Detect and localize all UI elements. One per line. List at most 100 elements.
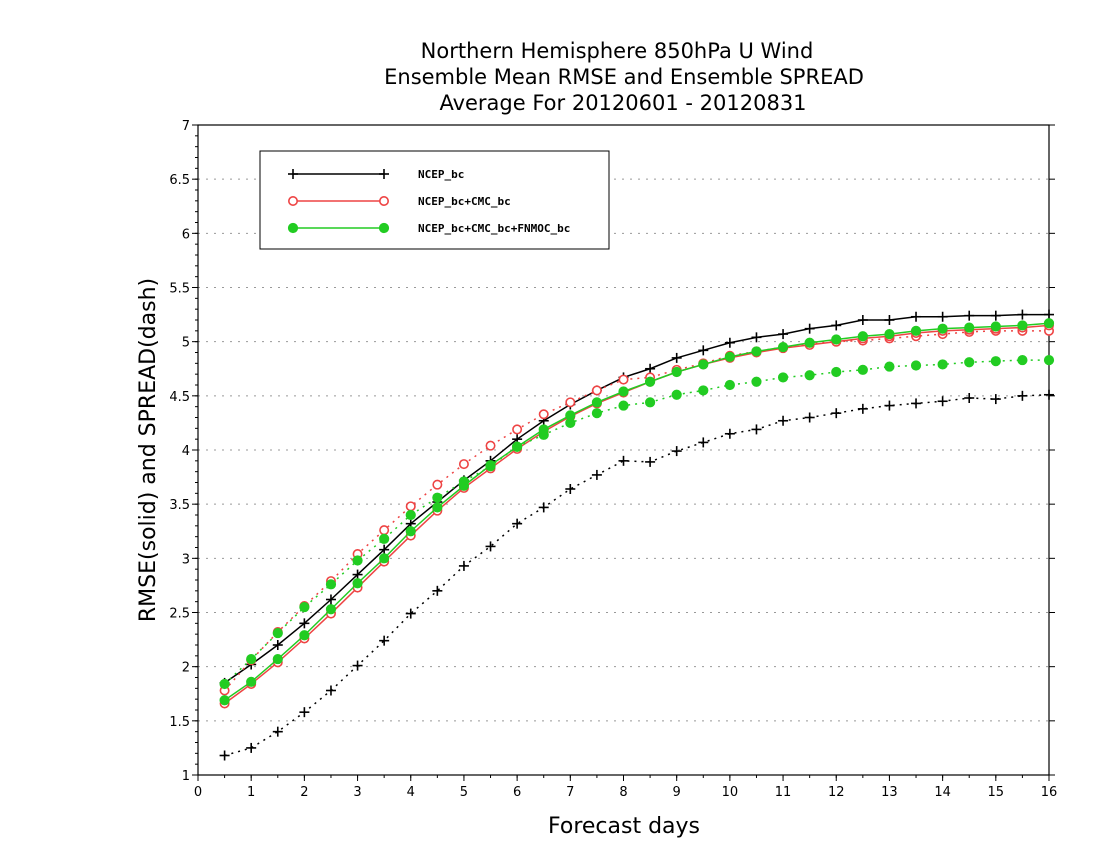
- x-tick-label: 6: [513, 785, 521, 800]
- ncep-bc-spread-point: [538, 502, 549, 513]
- ncep-bc-rmse-point: [379, 544, 390, 555]
- x-tick-label: 0: [194, 785, 202, 800]
- ncep-bc-spread-point: [246, 742, 257, 753]
- ncep-bc-cmc-bc-fnmoc-bc-rmse-point: [405, 526, 416, 537]
- ncep-bc-rmse-point: [990, 310, 1001, 321]
- ncep-bc-spread-point: [618, 455, 629, 466]
- x-tick-label: 14: [934, 785, 951, 800]
- ncep-bc-spread-point: [565, 484, 576, 494]
- ncep-bc-cmc-bc-fnmoc-bc-rmse-point: [272, 653, 283, 665]
- ncep-bc-spread-point: [937, 396, 948, 407]
- y-tick-label: 2: [182, 661, 190, 676]
- ncep-bc-cmc-bc-spread-point: [485, 440, 496, 451]
- x-tick-label: 5: [460, 785, 468, 800]
- legend-marker: [379, 169, 389, 179]
- ncep-bc-rmse-line: [224, 313, 1049, 684]
- y-tick-label: 3: [182, 552, 190, 567]
- ncep-bc-cmc-bc-fnmoc-bc-rmse-point: [1017, 320, 1028, 331]
- legend-marker: [288, 169, 298, 179]
- ncep-bc-cmc-bc-fnmoc-bc-spread-point: [219, 678, 230, 690]
- ncep-bc-spread-point: [831, 408, 842, 419]
- ncep-bc-cmc-bc-fnmoc-bc-spread-point: [937, 359, 948, 370]
- ncep-bc-spread-point: [219, 750, 230, 761]
- ncep-bc-cmc-bc-spread-point: [591, 385, 602, 396]
- ncep-bc-cmc-bc-fnmoc-bc-spread-point: [1043, 354, 1055, 366]
- series-ncep-bc-cmc-bc: [219, 320, 1055, 709]
- ncep-bc-spread-point: [778, 415, 789, 426]
- ncep-bc-spread-point: [325, 685, 336, 696]
- ncep-bc-spread-point: [751, 424, 762, 435]
- ncep-bc-cmc-bc-fnmoc-bc-spread-point: [379, 533, 390, 544]
- ncep-bc-rmse-point: [352, 569, 363, 580]
- ncep-bc-rmse-point: [272, 640, 283, 650]
- ncep-bc-cmc-bc-spread-point: [512, 424, 523, 435]
- ncep-bc-rmse-point: [964, 310, 975, 321]
- ncep-bc-cmc-bc-fnmoc-bc-spread-point: [698, 385, 709, 396]
- ncep-bc-spread-point: [379, 635, 390, 646]
- ncep-bc-cmc-bc-fnmoc-bc-spread-point: [644, 397, 656, 408]
- ncep-bc-cmc-bc-fnmoc-bc-rmse-point: [219, 695, 230, 706]
- ncep-bc-spread-point: [1044, 389, 1054, 400]
- legend-entry-ncep-bc-cmc-bc-fnmoc-bc: NCEP_bc+CMC_bc+FNMOC_bc: [287, 222, 570, 235]
- ncep-bc-cmc-bc-fnmoc-bc-spread-point: [884, 361, 895, 372]
- ncep-bc-rmse-point: [857, 315, 868, 325]
- ncep-bc-cmc-bc-fnmoc-bc-rmse-point: [937, 323, 948, 334]
- ncep-bc-cmc-bc-spread-point: [538, 409, 549, 420]
- ncep-bc-spread-point: [884, 400, 895, 411]
- ncep-bc-cmc-bc-fnmoc-bc-spread-point: [1017, 354, 1028, 366]
- ncep-bc-cmc-bc-fnmoc-bc-spread-point: [671, 389, 682, 400]
- ncep-bc-rmse-point: [778, 329, 789, 340]
- ncep-bc-cmc-bc-rmse-line: [224, 324, 1050, 705]
- ncep-bc-cmc-bc-spread-point: [618, 374, 629, 385]
- legend: NCEP_bc NCEP_bc+CMC_bc NCEP_bc+CMC_bc+FNMO…: [259, 150, 610, 250]
- ncep-bc-cmc-bc-fnmoc-bc-rmse-point: [857, 331, 868, 342]
- ncep-bc-cmc-bc-fnmoc-bc-spread-point: [591, 408, 603, 419]
- ncep-bc-cmc-bc-spread-line: [224, 330, 1049, 691]
- ncep-bc-rmse-point: [645, 363, 656, 374]
- ncep-bc-cmc-bc-fnmoc-bc-rmse-point: [724, 351, 735, 362]
- ncep-bc-cmc-bc-fnmoc-bc-rmse-point: [831, 334, 842, 345]
- ncep-bc-cmc-bc-fnmoc-bc-rmse-point: [644, 376, 656, 387]
- ncep-bc-spread-point: [964, 393, 975, 403]
- ncep-bc-spread-point: [458, 560, 469, 571]
- x-tick-label: 10: [722, 785, 739, 800]
- ncep-bc-cmc-bc-fnmoc-bc-spread-point: [777, 372, 789, 383]
- legend-label: NCEP_bc: [418, 168, 464, 181]
- y-tick-label: 1: [182, 769, 190, 784]
- ncep-bc-cmc-bc-spread-point: [379, 525, 390, 536]
- ncep-bc-rmse-point: [937, 311, 948, 322]
- ncep-bc-cmc-bc-fnmoc-bc-spread-point: [831, 366, 842, 378]
- ncep-bc-spread-point: [698, 437, 709, 448]
- ncep-bc-cmc-bc-fnmoc-bc-rmse-point: [512, 441, 523, 452]
- ncep-bc-cmc-bc-fnmoc-bc-rmse-point: [910, 325, 922, 336]
- legend-marker: [378, 196, 389, 207]
- ncep-bc-cmc-bc-fnmoc-bc-rmse-line: [224, 322, 1050, 701]
- y-tick-label: 6.5: [169, 173, 190, 188]
- ncep-bc-cmc-bc-fnmoc-bc-rmse-point: [698, 359, 709, 370]
- legend-marker: [287, 222, 299, 234]
- ncep-bc-cmc-bc-fnmoc-bc-rmse-point: [352, 578, 363, 589]
- ncep-bc-spread-point: [352, 660, 363, 671]
- ncep-bc-cmc-bc-fnmoc-bc-rmse-point: [565, 410, 576, 421]
- legend-entry-ncep-bc-cmc-bc: NCEP_bc+CMC_bc: [287, 195, 511, 208]
- plot-area: [219, 309, 1055, 761]
- ncep-bc-cmc-bc-fnmoc-bc-rmse-point: [671, 366, 682, 378]
- y-tick-label: 4.5: [169, 390, 190, 405]
- ncep-bc-cmc-bc-fnmoc-bc-spread-point: [405, 509, 416, 521]
- y-tick-label: 1.5: [169, 715, 190, 730]
- ncep-bc-cmc-bc-fnmoc-bc-spread-line: [224, 359, 1049, 685]
- chart-title: Northern Hemisphere 850hPa U Wind Ensemb…: [384, 39, 864, 115]
- ncep-bc-cmc-bc-fnmoc-bc-rmse-point: [485, 460, 496, 471]
- ncep-bc-cmc-bc-fnmoc-bc-spread-point: [857, 364, 868, 375]
- ncep-bc-spread-point: [272, 726, 283, 737]
- ncep-bc-spread-point: [512, 518, 523, 529]
- ncep-bc-cmc-bc-fnmoc-bc-rmse-point: [804, 337, 815, 348]
- ncep-bc-cmc-bc-fnmoc-bc-spread-point: [325, 579, 337, 590]
- ncep-bc-cmc-bc-fnmoc-bc-spread-point: [618, 400, 629, 411]
- y-tick-label: 3.5: [169, 498, 190, 513]
- ncep-bc-spread-point: [857, 403, 868, 414]
- x-tick-label: 8: [619, 785, 627, 800]
- ncep-bc-cmc-bc-fnmoc-bc-rmse-point: [884, 328, 895, 340]
- ncep-bc-cmc-bc-fnmoc-bc-rmse-point: [591, 397, 603, 408]
